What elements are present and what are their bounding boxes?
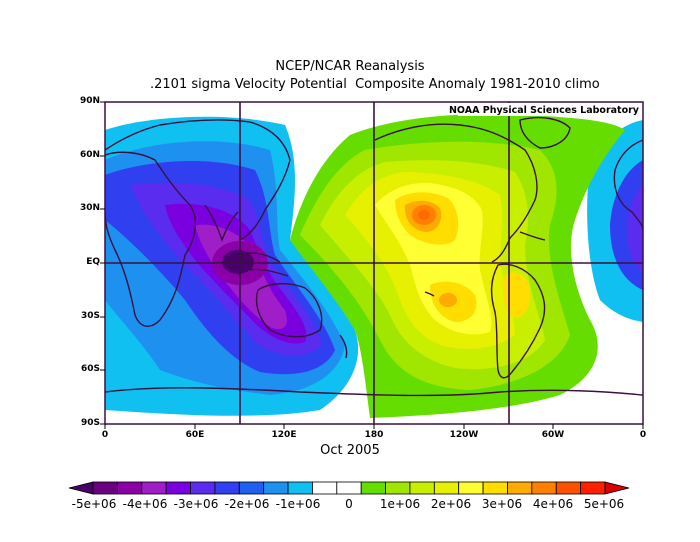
colorbar-label-8: 2e+06 bbox=[430, 497, 472, 511]
colorbar-label-3: -3e+06 bbox=[173, 497, 219, 511]
colorbar-label-9: 3e+06 bbox=[481, 497, 523, 511]
lon-label-60e: 60E bbox=[185, 430, 205, 440]
period-label: Oct 2005 bbox=[320, 443, 380, 458]
axis-ticks bbox=[100, 101, 644, 429]
colorbar-swatch bbox=[433, 481, 460, 495]
lon-label-120w: 120W bbox=[449, 430, 479, 440]
colorbar-arrow-right bbox=[604, 481, 630, 495]
colorbar-swatch bbox=[458, 481, 484, 495]
colorbar-swatch bbox=[507, 481, 533, 495]
lon-label-60w: 60W bbox=[541, 430, 565, 440]
credit-text: NOAA Physical Sciences Laboratory bbox=[449, 105, 640, 116]
velocity-potential-field bbox=[105, 102, 643, 424]
lat-label-eq: EQ bbox=[86, 257, 100, 267]
colorbar-swatch bbox=[263, 481, 289, 495]
lon-label-120e: 120E bbox=[271, 430, 297, 440]
lat-label-60n: 60N bbox=[79, 150, 100, 160]
colorbar-label-1: -5e+06 bbox=[71, 497, 117, 511]
colorbar-swatch bbox=[116, 481, 143, 495]
colorbar-arrow-left bbox=[68, 481, 94, 495]
colorbar-label-7: 1e+06 bbox=[379, 497, 421, 511]
chart-title-line1: NCEP/NCAR Reanalysis bbox=[275, 59, 425, 74]
colorbar-swatch bbox=[238, 481, 265, 495]
colorbar-swatch bbox=[555, 481, 582, 495]
coastlines bbox=[105, 116, 643, 397]
colorbar-swatch bbox=[360, 481, 386, 495]
lat-label-30s: 30S bbox=[80, 311, 100, 321]
lat-label-30n: 30N bbox=[79, 203, 100, 213]
positive-region-gold-east bbox=[503, 272, 531, 318]
colorbar-swatch bbox=[336, 481, 362, 495]
colorbar-swatch bbox=[580, 481, 606, 495]
colorbar-swatch bbox=[531, 481, 557, 495]
colorbar-swatch bbox=[141, 481, 167, 495]
colorbar-swatch bbox=[287, 481, 313, 495]
colorbar-swatch bbox=[214, 481, 240, 495]
positive-south-core bbox=[439, 293, 457, 307]
colorbar-swatch bbox=[385, 481, 411, 495]
colorbar-swatch bbox=[92, 481, 118, 495]
chart-title-line2: .2101 sigma Velocity Potential Composite… bbox=[150, 77, 600, 92]
lat-label-90n: 90N bbox=[79, 96, 100, 106]
colorbar-label-10: 4e+06 bbox=[532, 497, 574, 511]
lon-label-0: 0 bbox=[101, 430, 109, 440]
colorbar-label-2: -4e+06 bbox=[122, 497, 168, 511]
negative-core-inner bbox=[222, 250, 254, 274]
lon-label-180: 180 bbox=[364, 430, 384, 440]
lat-label-60s: 60S bbox=[80, 364, 100, 374]
colorbar-swatch bbox=[482, 481, 508, 495]
map-gridlines bbox=[105, 102, 643, 424]
colorbar-label-6: 0 bbox=[345, 497, 353, 511]
colorbar bbox=[68, 481, 630, 495]
colorbar-swatch bbox=[190, 481, 216, 495]
colorbar-label-4: -2e+06 bbox=[224, 497, 270, 511]
colorbar-swatch bbox=[312, 481, 338, 495]
colorbar-label-5: -1e+06 bbox=[275, 497, 321, 511]
positive-core-inner bbox=[418, 210, 430, 220]
colorbar-swatch bbox=[409, 481, 435, 495]
lon-label-0e: 0 bbox=[639, 430, 647, 440]
negative-edge-region-indigo bbox=[626, 185, 643, 272]
credit-box bbox=[458, 103, 642, 116]
colorbar-swatch bbox=[165, 481, 191, 495]
colorbar-label-11: 5e+06 bbox=[583, 497, 625, 511]
lat-label-90s: 90S bbox=[80, 418, 100, 428]
